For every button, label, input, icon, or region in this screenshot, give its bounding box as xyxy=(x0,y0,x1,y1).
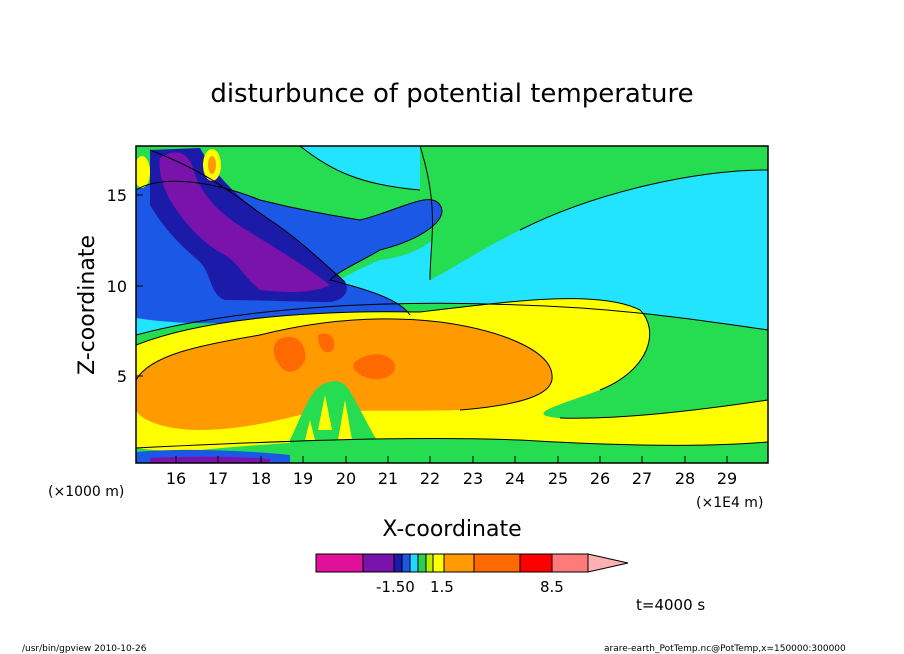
y-tick-label: 15 xyxy=(107,186,127,205)
region-dark-orange-1 xyxy=(273,336,306,372)
x-tick-label: 24 xyxy=(505,469,525,488)
y-tick-labels: 5 10 15 xyxy=(107,186,127,386)
region-dark-orange-3 xyxy=(353,354,396,380)
tick-marks xyxy=(136,194,728,463)
region-orange xyxy=(136,318,553,430)
region-spot-green-left xyxy=(136,156,150,188)
footer-left: /usr/bin/gpview 2010-10-26 xyxy=(22,644,147,654)
region-green-top-right xyxy=(420,146,768,280)
region-bottom-purple xyxy=(150,456,270,463)
x-tick-label: 29 xyxy=(717,469,737,488)
region-turbulence xyxy=(290,381,380,463)
x-tick-label: 27 xyxy=(632,469,652,488)
region-dark-orange-2 xyxy=(318,333,335,353)
x-tick-label: 18 xyxy=(251,469,271,488)
x-tick-label: 23 xyxy=(463,469,483,488)
time-label: t=4000 s xyxy=(636,596,705,614)
x-tick-label: 28 xyxy=(675,469,695,488)
contour-lines xyxy=(136,146,768,449)
colorbar-label: -1.50 xyxy=(376,578,415,596)
colorbar-label: 1.5 xyxy=(430,578,454,596)
region-turbulence-yellow xyxy=(305,395,352,440)
y-tick-label: 10 xyxy=(107,277,127,296)
colorbar-label: 8.5 xyxy=(540,578,564,596)
x-tick-label: 17 xyxy=(208,469,228,488)
x-tick-label: 26 xyxy=(590,469,610,488)
region-purple xyxy=(159,152,330,293)
region-spot-orange xyxy=(208,156,216,174)
x-tick-label: 22 xyxy=(420,469,440,488)
footer-right: arare-earth_PotTemp.nc@PotTemp,x=150000:… xyxy=(604,644,846,654)
plot-frame xyxy=(135,145,769,464)
x-tick-label: 19 xyxy=(293,469,313,488)
x-unit-note-left: (×1000 m) xyxy=(48,484,124,500)
y-tick-label: 5 xyxy=(117,367,127,386)
y-axis-label: Z-coordinate xyxy=(75,235,100,375)
x-tick-label: 20 xyxy=(336,469,356,488)
colorbar xyxy=(315,553,629,573)
x-tick-label: 16 xyxy=(166,469,186,488)
x-tick-label: 25 xyxy=(548,469,568,488)
x-tick-labels: 16 17 18 19 20 21 22 23 24 25 26 27 28 2… xyxy=(166,469,737,488)
contour-field xyxy=(136,146,768,463)
colorbar-labels: -1.50 1.5 8.5 xyxy=(376,578,564,596)
x-tick-label: 21 xyxy=(378,469,398,488)
chart-title: disturbunce of potential temperature xyxy=(210,79,693,109)
x-axis-label: X-coordinate xyxy=(382,517,521,542)
x-unit-note-right: (×1E4 m) xyxy=(696,495,763,511)
